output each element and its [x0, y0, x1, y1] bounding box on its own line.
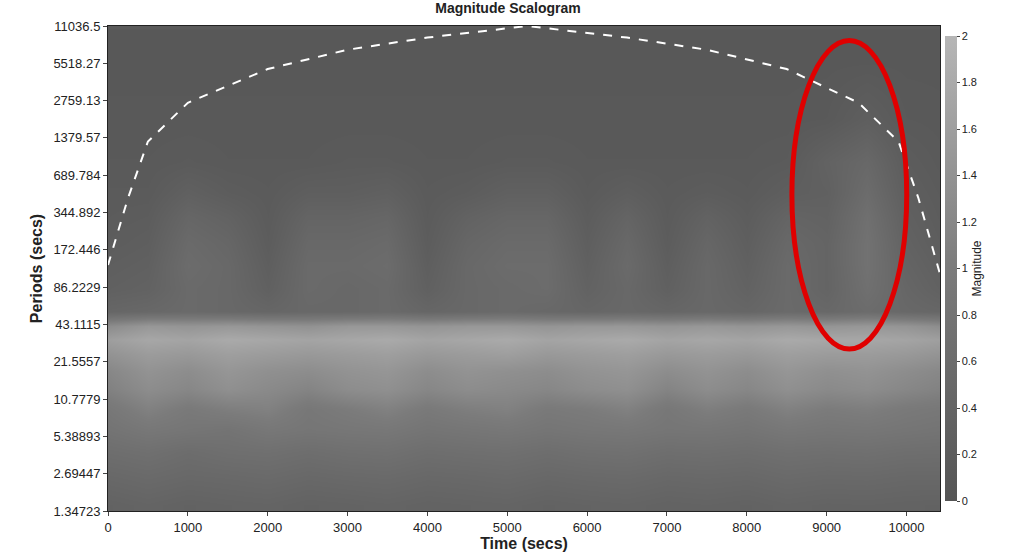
svg-text:4000: 4000 [413, 520, 442, 535]
svg-text:0: 0 [962, 495, 968, 507]
svg-text:6000: 6000 [573, 520, 602, 535]
svg-text:9000: 9000 [812, 520, 841, 535]
svg-text:2.69447: 2.69447 [53, 466, 100, 481]
svg-text:8000: 8000 [732, 520, 761, 535]
svg-text:2000: 2000 [253, 520, 282, 535]
svg-text:Time (secs): Time (secs) [480, 535, 568, 552]
svg-text:1379.57: 1379.57 [53, 130, 100, 145]
svg-text:Magnitude Scalogram: Magnitude Scalogram [435, 0, 580, 16]
svg-text:43.1115: 43.1115 [55, 317, 100, 332]
svg-text:172.446: 172.446 [53, 242, 100, 257]
svg-text:86.2229: 86.2229 [53, 280, 100, 295]
svg-text:1.4: 1.4 [962, 169, 977, 181]
svg-text:0: 0 [104, 520, 111, 535]
svg-text:1.34723: 1.34723 [53, 504, 100, 519]
svg-text:11036.5: 11036.5 [54, 19, 100, 34]
svg-text:1.6: 1.6 [962, 123, 977, 135]
svg-text:Magnitude: Magnitude [970, 240, 984, 296]
svg-text:344.892: 344.892 [53, 205, 100, 220]
svg-text:5000: 5000 [493, 520, 522, 535]
svg-text:0.4: 0.4 [962, 402, 977, 414]
svg-text:2759.13: 2759.13 [53, 93, 100, 108]
svg-text:689.784: 689.784 [53, 168, 100, 183]
svg-text:1.2: 1.2 [962, 216, 977, 228]
svg-text:21.5557: 21.5557 [53, 354, 100, 369]
svg-text:Periods (secs): Periods (secs) [28, 214, 45, 323]
svg-text:5.38893: 5.38893 [53, 429, 100, 444]
svg-text:7000: 7000 [652, 520, 681, 535]
svg-text:0.8: 0.8 [962, 309, 977, 321]
svg-text:2: 2 [962, 30, 968, 42]
svg-text:1000: 1000 [173, 520, 202, 535]
svg-text:1.8: 1.8 [962, 76, 977, 88]
svg-text:10000: 10000 [888, 520, 924, 535]
svg-text:1: 1 [962, 262, 968, 274]
svg-text:10.7779: 10.7779 [53, 392, 100, 407]
svg-text:0.2: 0.2 [962, 448, 977, 460]
svg-text:0.6: 0.6 [962, 355, 977, 367]
svg-text:3000: 3000 [333, 520, 362, 535]
svg-text:5518.27: 5518.27 [53, 56, 100, 71]
